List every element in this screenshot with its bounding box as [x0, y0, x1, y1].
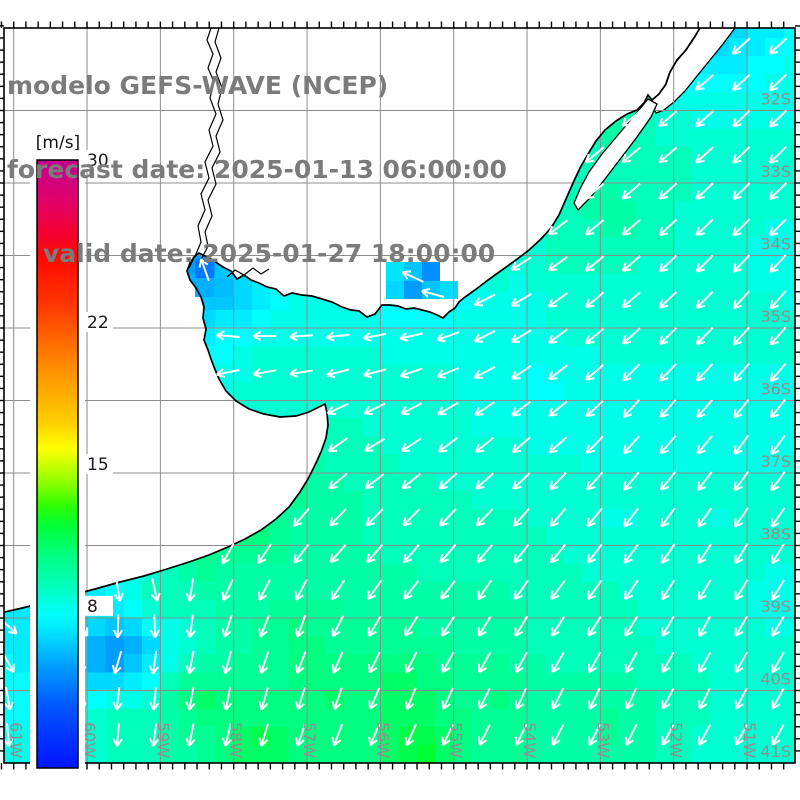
forecast-date-line: forecast date: 2025-01-13 06:00:00 [7, 155, 507, 184]
colorbar-unit-label: [m/s] [36, 133, 80, 153]
lon-label: 61W [7, 722, 26, 758]
lon-label: 58W [227, 722, 246, 758]
lat-label: 37S [760, 452, 791, 471]
uruguay-river [188, 28, 217, 269]
lon-label: 53W [593, 722, 612, 758]
lat-label: 41S [760, 742, 791, 761]
lon-label: 57W [300, 722, 319, 758]
colorbar-tick-label: 8 [87, 597, 98, 617]
lat-label: 38S [760, 525, 791, 544]
lat-label: 40S [760, 670, 791, 689]
lat-label: 39S [760, 597, 791, 616]
colorbar-tick-label: 22 [87, 313, 109, 333]
lon-label: 51W [740, 722, 759, 758]
title-block: modelo GEFS-WAVE (NCEP) forecast date: 2… [7, 16, 507, 324]
wind-arrows [4, 37, 788, 747]
coastline-path [4, 28, 701, 613]
land-polygon [4, 28, 700, 613]
lon-label: 55W [447, 722, 466, 758]
lon-label: 52W [667, 722, 686, 758]
coastline [4, 28, 701, 613]
colorbar-gradient [36, 159, 79, 769]
valid-date-line: valid date: 2025-01-27 18:00:00 [43, 239, 496, 268]
uruguay-river [198, 28, 224, 265]
colorbar-tick-label: 15 [87, 455, 109, 475]
lagoon-mirim [573, 98, 658, 212]
lat-label: 32S [760, 90, 791, 109]
lat-label: 33S [760, 162, 791, 181]
lon-label: 54W [520, 722, 539, 758]
model-title: modelo GEFS-WAVE (NCEP) [7, 71, 389, 100]
axis-labels: 61W 60W 59W 58W 57W 56W 55W 54W 53W 52W 51W32S33S3… [7, 90, 791, 762]
lat-label: 35S [760, 307, 791, 326]
lat-label: 36S [760, 380, 791, 399]
colorbar: [m/s] 30 22 15 8 [30, 130, 113, 775]
lon-label: 59W [153, 722, 172, 758]
colorbar-tick-label: 30 [87, 151, 109, 171]
lon-label: 56W [373, 722, 392, 758]
lat-label: 34S [760, 235, 791, 254]
map-frame [0, 21, 800, 770]
parana-delta [226, 267, 270, 278]
